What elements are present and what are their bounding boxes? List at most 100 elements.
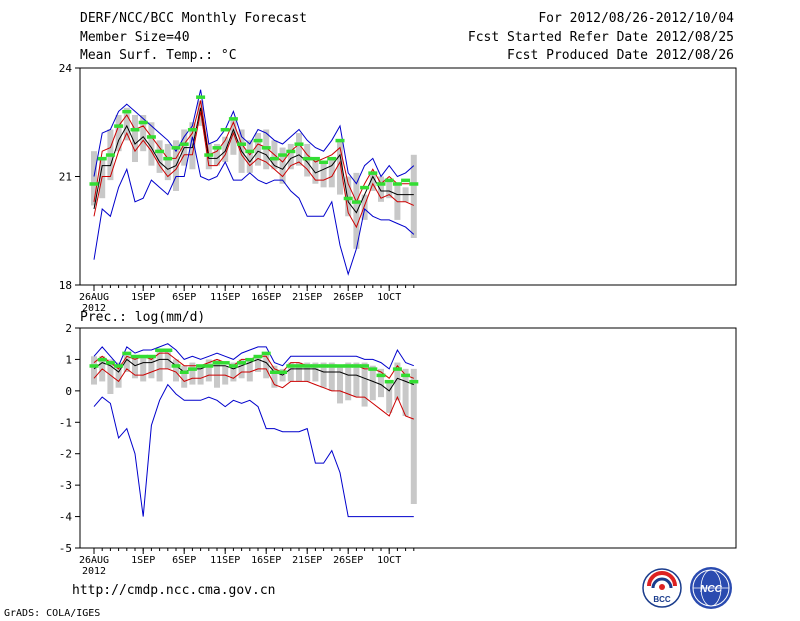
median-marker (269, 156, 279, 161)
median-marker (187, 367, 197, 371)
median-marker (278, 370, 288, 374)
median-marker (105, 361, 115, 365)
median-marker (89, 364, 99, 368)
median-marker (384, 379, 394, 384)
x-tick-label: 16SEP (251, 555, 281, 566)
fcst-produced-date: Fcst Produced Date 2012/08/26 (507, 48, 734, 63)
median-marker (179, 142, 189, 146)
spread-box (287, 143, 294, 170)
spread-box (181, 365, 188, 388)
spread-box (279, 147, 286, 184)
spread-box (353, 362, 360, 398)
x-tick-label: 6SEP (172, 555, 196, 566)
y-tick-label: -1 (59, 416, 72, 429)
spread-box (140, 356, 147, 382)
chart-title: DERF/NCC/BCC Monthly Forecast (80, 11, 307, 26)
spread-box (296, 362, 302, 382)
median-marker (105, 153, 115, 157)
median-marker (204, 364, 214, 368)
spread-box (345, 176, 352, 217)
spread-box (263, 353, 270, 379)
median-marker (409, 182, 419, 186)
series-upper-line (93, 100, 414, 204)
y-tick-label: 0 (65, 385, 72, 398)
spread-box (328, 158, 335, 188)
spread-box (287, 362, 294, 382)
spread-box (164, 143, 171, 181)
median-marker (196, 364, 206, 368)
median-marker (220, 361, 230, 365)
median-marker (97, 156, 107, 161)
median-marker (237, 361, 247, 365)
x-tick-label: 21SEP (292, 555, 322, 566)
spread-box (246, 140, 253, 173)
panel2-frame (79, 327, 737, 549)
median-marker (237, 142, 247, 146)
x-tick-label: 21SEP (292, 292, 322, 303)
median-marker (278, 153, 288, 157)
spread-box (410, 154, 417, 238)
spread-box (320, 362, 327, 388)
spread-box (255, 133, 261, 166)
median-marker (368, 367, 378, 371)
median-marker (409, 379, 419, 384)
median-marker (401, 373, 411, 378)
x-tick-label: 26AUG (79, 555, 109, 566)
y-tick-label: -5 (59, 542, 72, 555)
median-marker (228, 364, 238, 368)
spread-box (115, 115, 122, 152)
spread-box (328, 362, 335, 391)
spread-box (230, 118, 237, 155)
median-marker (401, 178, 411, 183)
y-tick-label: 21 (59, 171, 72, 184)
spread-box (189, 362, 196, 385)
y-tick-label: 1 (65, 353, 72, 366)
x-tick-label: 26SEP (333, 292, 363, 303)
y-tick-label: 2 (65, 322, 72, 335)
spread-box (173, 359, 179, 382)
x-tick-label: 1OCT (377, 555, 401, 566)
x-year-label: 2012 (82, 303, 106, 314)
spread-box (156, 350, 163, 382)
median-marker (351, 364, 361, 368)
median-marker (155, 149, 165, 154)
spread-box (386, 180, 393, 199)
spread-box (132, 115, 138, 163)
spread-box (312, 362, 319, 382)
median-marker (351, 200, 361, 204)
spread-box (255, 356, 261, 372)
y-tick-label: 18 (59, 279, 72, 292)
median-marker (335, 364, 345, 368)
x-tick-label: 16SEP (251, 292, 281, 303)
fcst-started-date: Fcst Started Refer Date 2012/08/25 (467, 30, 734, 45)
median-marker (204, 153, 214, 157)
x-tick-label: 26AUG (79, 292, 109, 303)
median-marker (392, 367, 402, 371)
median-marker (343, 196, 353, 201)
median-marker (302, 156, 312, 161)
median-marker (228, 117, 238, 121)
spread-box (140, 115, 147, 152)
spread-box (378, 176, 384, 202)
spread-box (246, 359, 253, 382)
ncc-logo-icon: NCC (690, 567, 732, 609)
forecast-period: For 2012/08/26-2012/10/04 (538, 11, 734, 26)
median-marker (245, 149, 255, 154)
median-marker (360, 185, 370, 190)
spread-box (361, 362, 368, 407)
median-marker (163, 348, 173, 352)
footer-url[interactable]: http://cmdp.ncc.cma.gov.cn (72, 583, 276, 598)
spread-box (148, 356, 155, 379)
spread-box (222, 136, 229, 163)
median-marker (319, 160, 329, 165)
median-marker (294, 142, 304, 146)
median-marker (163, 156, 173, 161)
median-marker (122, 109, 132, 114)
series-lower-line (93, 368, 414, 420)
median-marker (286, 149, 296, 154)
spread-box (320, 162, 327, 188)
median-marker (122, 351, 132, 356)
median-marker (245, 357, 255, 362)
spread-box (369, 365, 376, 401)
spread-box (123, 353, 130, 372)
